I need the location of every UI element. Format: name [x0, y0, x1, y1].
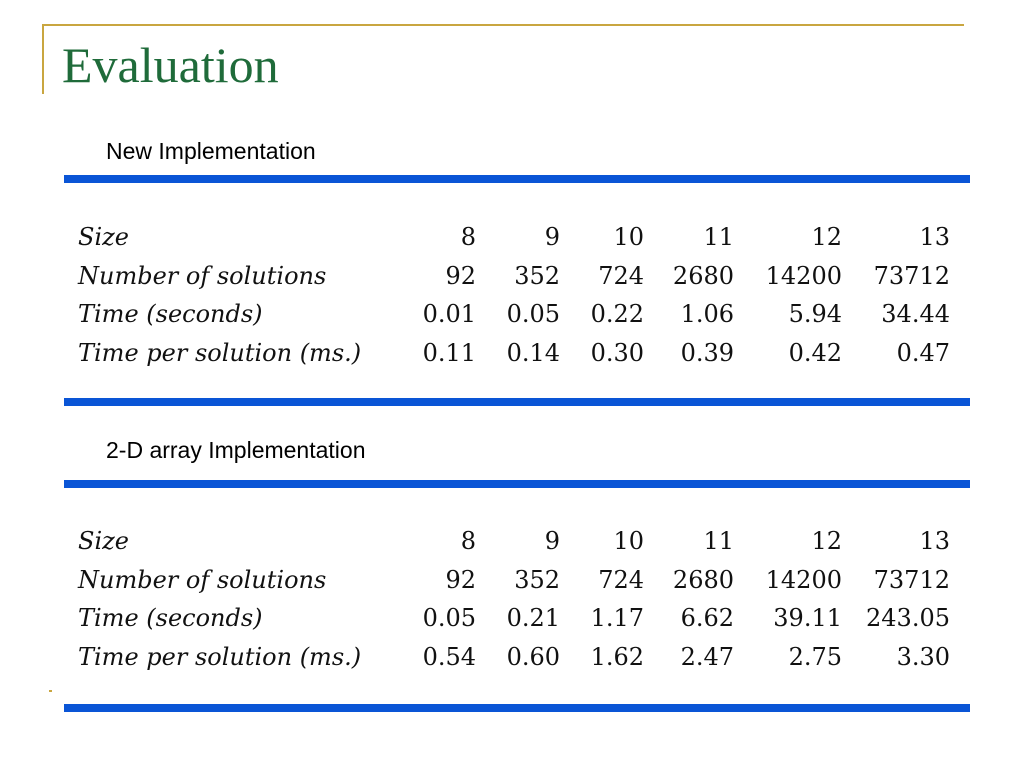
table-cell: 724 [598, 565, 644, 594]
slide-frame-top [42, 24, 964, 26]
row-label: Time (seconds) [78, 300, 263, 329]
row-label: Size [78, 223, 129, 252]
slide-title: Evaluation [62, 37, 279, 93]
new-implementation-table: Size 8 9 10 11 12 13 Number of solutions… [78, 218, 950, 372]
table-cell: 14200 [765, 565, 842, 594]
table-cell: 73712 [873, 261, 950, 290]
table-row: Time per solution (ms.) 0.11 0.14 0.30 0… [78, 334, 950, 373]
table-row: Time (seconds) 0.01 0.05 0.22 1.06 5.94 … [78, 295, 950, 334]
table-top-rule [64, 175, 970, 183]
table-row: Number of solutions 92 352 724 2680 1420… [78, 561, 950, 600]
table-cell: 1.62 [590, 642, 644, 671]
table-cell: 9 [544, 223, 560, 252]
table-cell: 352 [514, 565, 560, 594]
section-heading-2d-array-implementation: 2-D array Implementation [106, 437, 366, 463]
table-row: Time per solution (ms.) 0.54 0.60 1.62 2… [78, 638, 950, 677]
table-cell: 39.11 [773, 604, 842, 633]
table-cell: 0.01 [422, 300, 476, 329]
table-cell: 5.94 [788, 300, 842, 329]
table-cell: 12 [811, 223, 842, 252]
table-cell: 0.42 [788, 338, 842, 367]
row-label: Size [78, 527, 129, 556]
table-cell: 724 [598, 261, 644, 290]
table-cell: 352 [514, 261, 560, 290]
row-label: Time per solution (ms.) [78, 338, 362, 367]
table-cell: 1.17 [590, 604, 644, 633]
table-cell: 8 [460, 527, 476, 556]
table-cell: 2.47 [680, 642, 734, 671]
table-cell: 10 [613, 527, 644, 556]
table-cell: 11 [703, 223, 734, 252]
table-cell: 10 [613, 223, 644, 252]
table-cell: 0.21 [506, 604, 560, 633]
table-cell: 0.60 [506, 642, 560, 671]
table-bottom-rule [64, 704, 970, 712]
table-cell: 0.05 [506, 300, 560, 329]
table-cell: 3.30 [896, 642, 950, 671]
row-label: Time per solution (ms.) [78, 642, 362, 671]
table-cell: 34.44 [881, 300, 950, 329]
table-row: Size 8 9 10 11 12 13 [78, 218, 950, 257]
bullet-mark [49, 690, 52, 692]
table-cell: 0.30 [590, 338, 644, 367]
row-label: Number of solutions [78, 261, 327, 290]
table-cell: 2680 [672, 565, 734, 594]
section-heading-new-implementation: New Implementation [106, 138, 316, 164]
table-cell: 0.14 [506, 338, 560, 367]
table-cell: 0.05 [422, 604, 476, 633]
table-cell: 0.22 [590, 300, 644, 329]
table-row: Time (seconds) 0.05 0.21 1.17 6.62 39.11… [78, 599, 950, 638]
table-cell: 92 [445, 261, 476, 290]
table-cell: 92 [445, 565, 476, 594]
table-cell: 73712 [873, 565, 950, 594]
table-cell: 6.62 [680, 604, 734, 633]
table-top-rule [64, 480, 970, 488]
table-cell: 0.54 [422, 642, 476, 671]
row-label: Time (seconds) [78, 604, 263, 633]
table-cell: 0.11 [422, 338, 476, 367]
table-cell: 0.47 [896, 338, 950, 367]
table-cell: 243.05 [866, 604, 950, 633]
table-cell: 9 [544, 527, 560, 556]
table-cell: 13 [919, 223, 950, 252]
row-label: Number of solutions [78, 565, 327, 594]
table-cell: 0.39 [680, 338, 734, 367]
table-cell: 13 [919, 527, 950, 556]
2d-array-implementation-table: Size 8 9 10 11 12 13 Number of solutions… [78, 522, 950, 676]
table-cell: 1.06 [680, 300, 734, 329]
table-cell: 12 [811, 527, 842, 556]
table-cell: 2.75 [788, 642, 842, 671]
table-cell: 11 [703, 527, 734, 556]
table-row: Number of solutions 92 352 724 2680 1420… [78, 257, 950, 296]
table-row: Size 8 9 10 11 12 13 [78, 522, 950, 561]
table-cell: 14200 [765, 261, 842, 290]
table-cell: 2680 [672, 261, 734, 290]
table-bottom-rule [64, 398, 970, 406]
table-cell: 8 [460, 223, 476, 252]
slide-frame-left [42, 24, 44, 94]
